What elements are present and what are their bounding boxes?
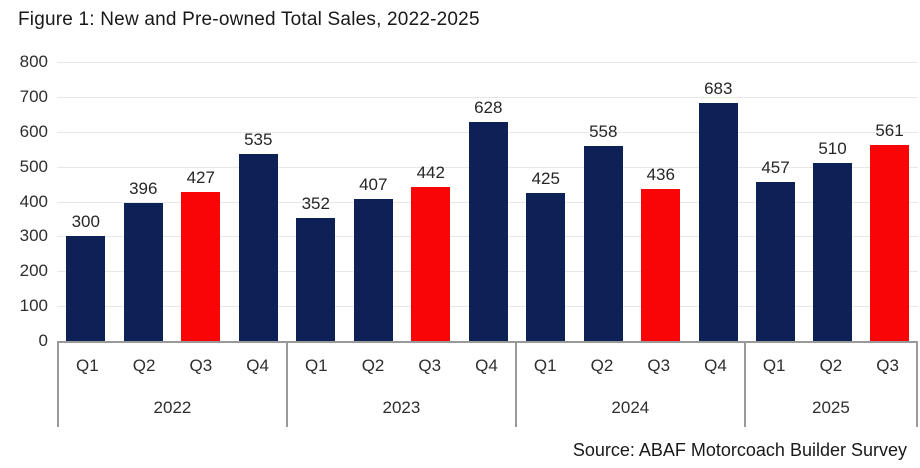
quarter-label-2022-Q2: Q2 (132, 356, 156, 375)
bar-slot-2023-Q1: 352 (287, 62, 345, 341)
quarter-label-2024-Q2: Q2 (590, 356, 614, 375)
bar-slot-2022-Q4: 535 (230, 62, 288, 341)
bar-value-label: 396 (129, 179, 158, 198)
y-tick-label: 400 (19, 191, 48, 211)
year-label-2022: 2022 (153, 398, 192, 417)
bar-slot-2025-Q3: 561 (861, 62, 918, 341)
y-axis-tick-labels: 800 700 600 500 400 300 200 100 0 (0, 52, 48, 350)
bar-slot-2024-Q4: 683 (690, 62, 748, 341)
year-label-2025: 2025 (812, 398, 850, 417)
quarter-label-2022-Q4: Q4 (246, 356, 269, 375)
bar-value-label: 300 (71, 212, 100, 231)
quarter-label-2025-Q1: Q1 (762, 356, 786, 375)
bar-value-label: 425 (531, 169, 560, 188)
year-label-2024: 2024 (611, 398, 650, 417)
bar-group-2025: 457 510 561 (747, 62, 918, 341)
bar-slot-2022-Q3: 427 (172, 62, 230, 341)
bar-slot-2023-Q3: 442 (402, 62, 460, 341)
bar-value-label: 510 (818, 139, 847, 158)
quarter-label-2023-Q4: Q4 (475, 356, 498, 375)
x-axis-group-2025: Q1 Q2 Q3 2025 (746, 343, 916, 427)
bar-slot-2022-Q1: 300 (57, 62, 115, 341)
bar-2022-Q1 (66, 236, 106, 341)
bar-value-label: 561 (875, 121, 904, 140)
quarter-row: Q1 Q2 Q3 Q4 (288, 343, 515, 389)
quarter-label-2022-Q1: Q1 (76, 356, 99, 375)
bar-2023-Q2 (353, 199, 393, 341)
bar-slot-2024-Q1: 425 (517, 62, 575, 341)
quarter-label-2024-Q3: Q3 (647, 356, 671, 375)
bar-value-label: 407 (359, 175, 388, 194)
source-note: Source: ABAF Motorcoach Builder Survey (572, 440, 907, 460)
bar-slot-2022-Q2: 396 (115, 62, 173, 341)
quarter-label-2023-Q3: Q3 (418, 356, 442, 375)
bar-value-label: 436 (646, 165, 675, 184)
y-tick-label: 800 (19, 52, 48, 71)
bar-value-label: 628 (474, 98, 503, 117)
quarter-label-2024-Q4: Q4 (704, 356, 727, 375)
bar-slot-2025-Q2: 510 (804, 62, 861, 341)
quarter-row: Q1 Q2 Q3 Q4 (517, 343, 744, 389)
bar-slot-2023-Q4: 628 (460, 62, 518, 341)
bar-group-2024: 425 558 436 683 (517, 62, 747, 341)
bar-2024-Q1 (526, 193, 566, 341)
x-axis-group-2022: Q1 Q2 Q3 Q4 2022 (59, 343, 288, 427)
bar-group-2023: 352 407 442 628 (287, 62, 517, 341)
y-tick-label: 700 (19, 86, 48, 106)
bar-2022-Q3 (181, 192, 221, 341)
bar-2022-Q2 (123, 203, 163, 341)
bar-value-label: 442 (416, 163, 445, 182)
bar-2024-Q3 (641, 189, 681, 341)
y-tick-label: 200 (19, 261, 48, 281)
x-axis-group-2024: Q1 Q2 Q3 Q4 2024 (517, 343, 746, 427)
bar-slot-2024-Q2: 558 (575, 62, 633, 341)
bar-value-label: 558 (589, 122, 618, 141)
quarter-label-2023-Q1: Q1 (304, 356, 328, 375)
quarter-row: Q1 Q2 Q3 (746, 343, 916, 389)
bar-2024-Q4 (698, 103, 738, 341)
bar-group-2022: 300 396 427 535 (57, 62, 287, 341)
bar-value-label: 352 (301, 194, 330, 213)
bar-2023-Q1 (296, 218, 336, 341)
gridline (57, 62, 918, 63)
y-tick-label: 0 (38, 331, 48, 350)
x-axis-group-2023: Q1 Q2 Q3 Q4 2023 (288, 343, 517, 427)
x-axis-label-box: Q1 Q2 Q3 Q4 2022 Q1 Q2 Q3 Q4 2023 Q1 Q2 Q3 Q4 2024 Q1 Q2… (57, 343, 918, 427)
bar-value-label: 427 (186, 168, 215, 187)
y-tick-label: 500 (19, 156, 48, 176)
bar-slot-2025-Q1: 457 (747, 62, 804, 341)
chart-title: Figure 1: New and Pre-owned Total Sales,… (18, 9, 480, 30)
y-tick-label: 600 (19, 121, 48, 141)
bar-value-label: 457 (761, 158, 790, 177)
quarter-label-2025-Q2: Q2 (819, 356, 843, 375)
bar-2022-Q4 (238, 154, 278, 341)
bar-2023-Q3 (411, 187, 451, 341)
bar-slot-2023-Q2: 407 (345, 62, 403, 341)
bar-2025-Q1 (756, 182, 795, 341)
bar-slot-2024-Q3: 436 (632, 62, 690, 341)
year-label-2023: 2023 (382, 398, 421, 417)
y-tick-label: 100 (19, 296, 48, 316)
y-tick-label: 300 (19, 226, 48, 246)
bar-value-label: 535 (244, 130, 273, 149)
quarter-row: Q1 Q2 Q3 Q4 (59, 343, 286, 389)
bar-2023-Q4 (468, 122, 508, 341)
bar-2025-Q3 (870, 145, 909, 341)
bar-2025-Q2 (813, 163, 852, 341)
bar-2024-Q2 (583, 146, 623, 341)
bar-value-label: 683 (704, 79, 733, 98)
quarter-label-2022-Q3: Q3 (189, 356, 213, 375)
quarter-label-2024-Q1: Q1 (533, 356, 557, 375)
quarter-label-2025-Q3: Q3 (876, 356, 899, 375)
gridline (57, 96, 918, 98)
quarter-label-2023-Q2: Q2 (361, 356, 385, 375)
bar-groups: 300 396 427 535 352 407 442 628 425 558 436 683 457 5… (57, 62, 918, 341)
plot-area: 300 396 427 535 352 407 442 628 425 558 436 683 457 5… (57, 62, 918, 343)
